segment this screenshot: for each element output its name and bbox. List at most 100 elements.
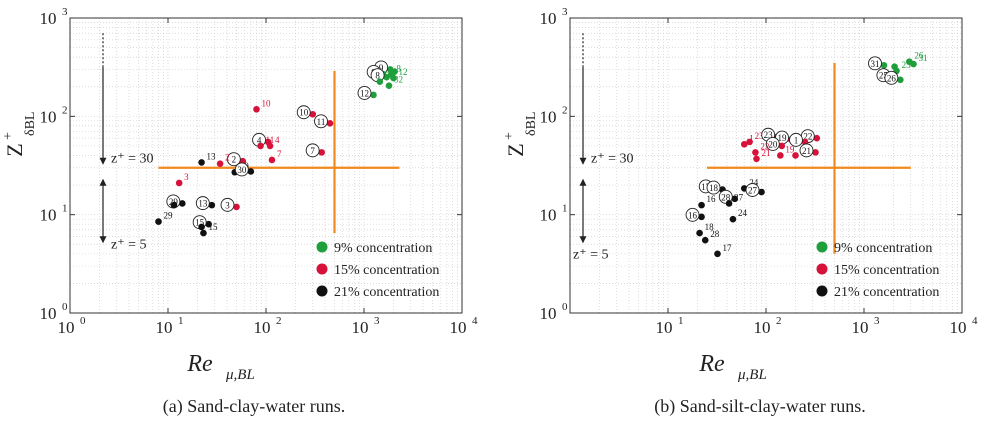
- x-axis-label-subscript: μ,BL: [225, 367, 255, 383]
- y-tick-label-exponent: 2: [62, 104, 68, 116]
- x-axis-label: Re: [186, 351, 213, 377]
- legend-marker: [316, 241, 328, 253]
- y-axis-label: Z + δBL: [502, 112, 539, 157]
- data-point: [257, 142, 264, 150]
- point-label: 7: [277, 149, 282, 159]
- point-label: 24: [749, 177, 759, 187]
- x-tick-label-exponent: 3: [374, 315, 380, 327]
- point-label-circle: [765, 136, 780, 151]
- x-tick-label-exponent: 1: [178, 315, 184, 327]
- y-axis-label-main: Z: [2, 143, 27, 156]
- annotation-z30: z⁺ = 30: [591, 152, 634, 167]
- data-point: [205, 220, 212, 228]
- panel-a: 10 0 10 1 10 2 10 3 10 4 10 0 10 1 10 2 10 3 Re μ,BL Z + δBL z⁺…: [1, 6, 478, 417]
- y-axis-label-sup: +: [1, 132, 16, 140]
- y-tick-label-exponent: 1: [62, 203, 68, 215]
- data-point: [268, 156, 276, 164]
- annotation-z30: z⁺ = 30: [111, 152, 154, 167]
- x-tick-label: 10: [156, 318, 173, 337]
- point-label: 15: [195, 218, 205, 228]
- point-label: 19: [785, 144, 795, 154]
- data-point: [266, 142, 274, 150]
- x-axis-label-subscript: μ,BL: [737, 367, 767, 383]
- point-label: 2: [232, 155, 237, 165]
- point-label: 12: [360, 88, 369, 98]
- y-axis-label-main: Z: [503, 143, 528, 156]
- legend-entry: 21% concentration: [334, 285, 439, 300]
- y-tick-label: 10: [40, 304, 57, 323]
- point-label-circle: [220, 197, 235, 212]
- point-label: 26: [914, 51, 924, 61]
- data-point: [390, 74, 397, 82]
- z30-arrow-head: [579, 157, 587, 165]
- y-tick-label: 10: [540, 304, 557, 323]
- point-label: 15: [208, 222, 218, 232]
- point-label: 25: [902, 60, 912, 70]
- point-label: 9: [379, 63, 384, 73]
- point-label: 24: [738, 208, 748, 218]
- point-label: 10: [299, 108, 309, 118]
- legend-marker: [816, 285, 828, 297]
- x-tick-label-exponent: 0: [80, 315, 86, 327]
- legend-marker: [816, 263, 828, 275]
- data-point: [880, 62, 888, 69]
- point-label-circle: [789, 132, 803, 147]
- panel-caption: (b) Sand-silt-clay-water runs.: [654, 396, 865, 417]
- point-label-circle: [357, 85, 372, 100]
- data-point: [253, 105, 260, 113]
- point-label: 22: [760, 141, 769, 151]
- annotation-z5: z⁺ = 5: [111, 237, 147, 252]
- point-label: 16: [707, 194, 717, 204]
- data-point: [698, 201, 705, 209]
- legend: 9% concentration 15% concentration 21% con…: [816, 241, 939, 300]
- point-label: 23: [755, 131, 765, 141]
- point-label: 21: [802, 146, 811, 156]
- point-label-circle: [706, 180, 721, 195]
- point-label: 27: [748, 186, 758, 196]
- x-tick-label-exponent: 2: [776, 315, 782, 327]
- point-label-circle: [314, 114, 328, 129]
- point-label: 8: [375, 71, 380, 81]
- y-tick-label: 10: [540, 206, 557, 225]
- point-label: 7: [310, 146, 315, 156]
- point-label: 12: [399, 67, 408, 77]
- point-label: 11: [266, 135, 275, 145]
- point-label: 20: [768, 139, 778, 149]
- x-tick-label: 10: [656, 318, 673, 337]
- point-label-circle: [685, 207, 700, 222]
- point-label: 30: [237, 165, 247, 175]
- data-point: [198, 159, 205, 166]
- data-point: [326, 119, 334, 127]
- data-point: [812, 149, 819, 156]
- data-point: [318, 149, 325, 156]
- point-label: 23: [764, 130, 774, 140]
- y-tick-label: 10: [540, 107, 557, 126]
- z5-arrow-head: [99, 236, 107, 244]
- point-label: 27: [734, 192, 744, 202]
- point-label: 10: [262, 98, 272, 108]
- point-label: 16: [688, 210, 698, 220]
- point-label: 1: [749, 133, 754, 143]
- legend-marker: [816, 241, 828, 253]
- point-label-circle: [296, 105, 311, 120]
- x-tick-label-exponent: 3: [874, 315, 880, 327]
- point-label: 8: [396, 64, 401, 74]
- point-label: 29: [164, 211, 174, 221]
- data-point: [714, 250, 721, 258]
- series-0: 99881293212: [357, 60, 408, 100]
- data-point: [208, 201, 216, 209]
- legend: 9% concentration 15% concentration 21% con…: [316, 241, 439, 300]
- data-point: [897, 76, 904, 84]
- data-point: [758, 188, 765, 196]
- x-tick-label: 10: [254, 318, 271, 337]
- legend-entry: 9% concentration: [334, 241, 432, 256]
- z5-arrow-head: [579, 236, 587, 244]
- point-label-circle: [718, 189, 733, 204]
- data-point: [792, 152, 799, 159]
- data-point: [198, 223, 205, 231]
- data-point: [740, 140, 748, 148]
- point-label: 2: [225, 153, 230, 163]
- y-tick-label: 10: [40, 107, 57, 126]
- data-point: [696, 229, 703, 237]
- legend-entry: 9% concentration: [834, 241, 932, 256]
